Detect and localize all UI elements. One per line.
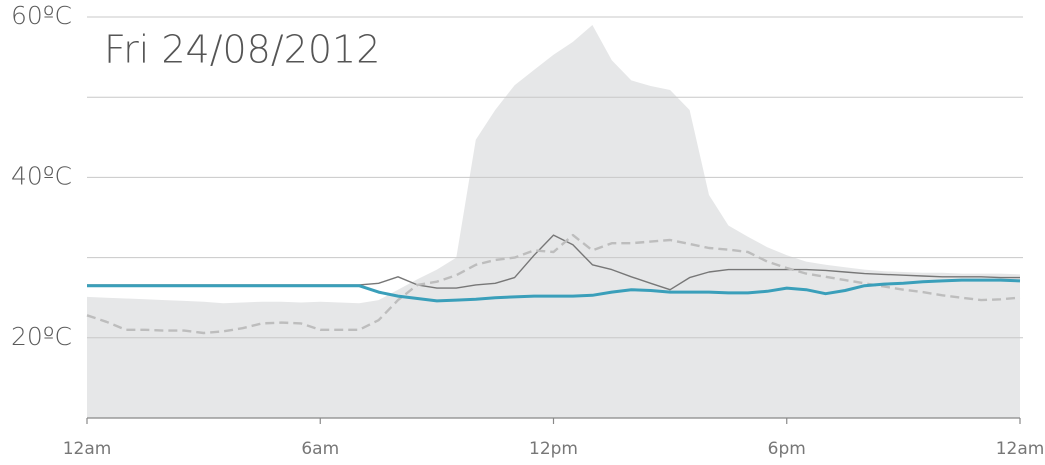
line bbox=[86, 233, 1021, 335]
area bbox=[87, 25, 1020, 418]
x-tick-label: 12am bbox=[63, 439, 112, 459]
y-tick-label: 20ºC bbox=[11, 322, 72, 351]
y-tick-label: 60ºC bbox=[11, 1, 72, 30]
x-tick-label: 6pm bbox=[768, 439, 806, 459]
x-tick-label: 12am bbox=[996, 439, 1045, 459]
y-tick-label: 40ºC bbox=[11, 161, 72, 190]
x-tick-label: 6am bbox=[301, 439, 339, 459]
x-tick-label: 12pm bbox=[529, 439, 578, 459]
line bbox=[87, 278, 1021, 303]
chart-title: Fri 24/08/2012 bbox=[104, 28, 380, 72]
